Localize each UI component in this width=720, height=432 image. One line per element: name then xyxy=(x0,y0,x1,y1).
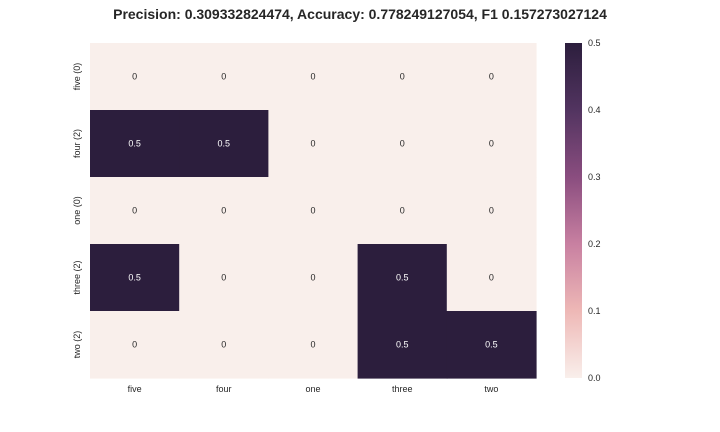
cell-value-label: 0.5 xyxy=(396,273,409,283)
cell-value-label: 0 xyxy=(489,72,494,82)
cell-value-label: 0 xyxy=(400,139,405,149)
cell-value-label: 0.5 xyxy=(128,139,141,149)
heatmap-cell xyxy=(268,244,359,312)
heatmap-cell xyxy=(357,110,448,178)
heatmap-cell xyxy=(179,43,269,111)
x-tick-label: two xyxy=(484,384,498,394)
cell-value-label: 0.5 xyxy=(128,273,141,283)
cell-value-label: 0 xyxy=(310,72,315,82)
heatmap-cell xyxy=(357,177,448,245)
cell-value-label: 0 xyxy=(400,206,405,216)
colorbar-tick-label: 0.4 xyxy=(588,105,601,115)
colorbar-tick-label: 0.1 xyxy=(588,306,601,316)
heatmap-cell xyxy=(357,311,448,379)
heatmap-cell xyxy=(446,177,537,245)
cell-value-label: 0 xyxy=(221,340,226,350)
cell-value-label: 0 xyxy=(489,139,494,149)
colorbar-tick-label: 0.0 xyxy=(588,373,601,383)
cell-value-label: 0 xyxy=(132,206,137,216)
heatmap-cell xyxy=(90,110,180,178)
x-tick-label: three xyxy=(392,384,413,394)
cell-value-label: 0 xyxy=(221,72,226,82)
colorbar xyxy=(565,43,582,378)
heatmap-cell xyxy=(90,177,180,245)
colorbar-tick-label: 0.2 xyxy=(588,239,601,249)
x-tick-label: one xyxy=(305,384,320,394)
cell-value-label: 0 xyxy=(400,72,405,82)
cell-value-label: 0.5 xyxy=(396,340,409,350)
heatmap-cell xyxy=(357,43,448,111)
cell-value-label: 0 xyxy=(310,139,315,149)
cell-value-label: 0 xyxy=(132,72,137,82)
cell-value-label: 0 xyxy=(310,206,315,216)
y-tick-label: three (2) xyxy=(72,260,82,294)
heatmap-cell xyxy=(446,244,537,312)
heatmap-cell xyxy=(179,244,269,312)
cell-value-label: 0 xyxy=(310,340,315,350)
cell-value-label: 0 xyxy=(132,340,137,350)
y-tick-label: one (0) xyxy=(72,196,82,225)
heatmap-cell xyxy=(90,43,180,111)
cell-value-label: 0 xyxy=(489,273,494,283)
heatmap-cell xyxy=(446,110,537,178)
cell-value-label: 0 xyxy=(221,273,226,283)
x-tick-label: five xyxy=(128,384,142,394)
heatmap-cell xyxy=(446,311,537,379)
heatmap-cell xyxy=(446,43,537,111)
chart-title: Precision: 0.309332824474, Accuracy: 0.7… xyxy=(113,6,607,22)
cell-value-label: 0 xyxy=(221,206,226,216)
y-tick-label: four (2) xyxy=(72,129,82,158)
x-tick-label: four xyxy=(216,384,232,394)
heatmap-cell xyxy=(90,311,180,379)
cell-value-label: 0 xyxy=(489,206,494,216)
heatmap-cell xyxy=(179,311,269,379)
colorbar-tick-label: 0.3 xyxy=(588,172,601,182)
colorbar-tick-label: 0.5 xyxy=(588,38,601,48)
heatmap-cell xyxy=(90,244,180,312)
cell-value-label: 0.5 xyxy=(485,340,498,350)
heatmap-cell xyxy=(268,43,359,111)
cell-value-label: 0 xyxy=(310,273,315,283)
heatmap-cell xyxy=(179,177,269,245)
heatmap-cell xyxy=(268,177,359,245)
y-tick-label: five (0) xyxy=(72,63,82,91)
heatmap-cell xyxy=(179,110,269,178)
heatmap-cell xyxy=(268,311,359,379)
heatmap-cell xyxy=(268,110,359,178)
y-tick-label: two (2) xyxy=(72,331,82,359)
cell-value-label: 0.5 xyxy=(218,139,231,149)
heatmap-cell xyxy=(357,244,448,312)
